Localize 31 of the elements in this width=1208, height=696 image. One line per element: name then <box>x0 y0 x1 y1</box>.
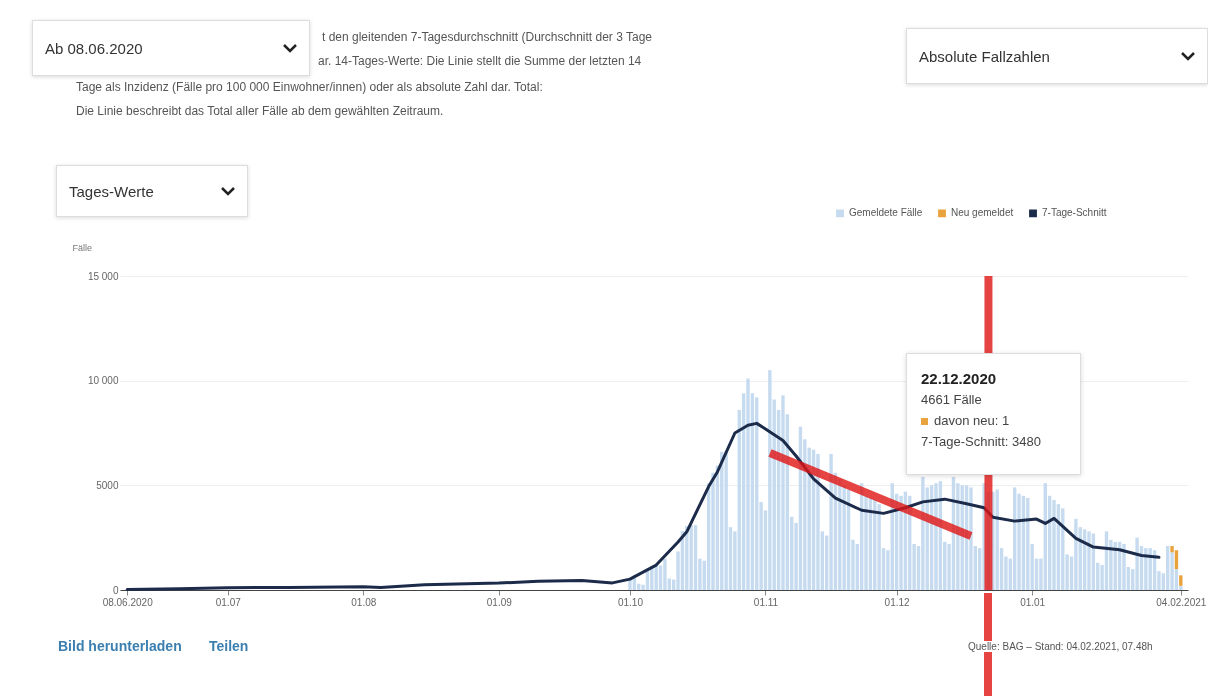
y-tick-label: 0 <box>112 584 119 596</box>
legend-label: 7-Tage-Schnitt <box>1042 207 1107 219</box>
text: Ab 08.06.2020 <box>45 39 143 57</box>
text: Die Linie beschreibt das Total aller Fälle ab dem gewählten Zeitraum. <box>76 104 444 118</box>
text: ar. 14-Tages-Werte: Die Linie stellt die Summe der letzten 14 <box>318 54 642 68</box>
x-tick-label: 01.12 <box>884 596 911 608</box>
text: t den gleitenden 7-Tagesdurchschnitt (Durchschnitt der 3 Tage <box>322 30 652 44</box>
text: Tage als Inzidenz (Fälle pro 100 000 Einwohner/innen) oder als absolute Zahl dar. Total: <box>76 80 543 94</box>
annotation: 7-Tage-Schnitt: 3480 <box>921 433 1042 451</box>
annotation: davon neu: 1 <box>934 413 1010 428</box>
x-tick-label: 01.11 <box>753 596 779 608</box>
x-tick-label: 01.07 <box>215 596 242 608</box>
text: Teilen <box>209 638 249 654</box>
y-tick-label: 5000 <box>96 479 119 491</box>
annotation: 4661 Fälle <box>921 391 983 409</box>
x-tick-label: 01.10 <box>617 596 644 608</box>
y-tick-label: 15 000 <box>87 270 119 282</box>
text: Tages-Werte <box>69 182 154 200</box>
legend-label: Neu gemeldet <box>951 207 1014 219</box>
x-tick-label: 01.08 <box>351 596 377 608</box>
text: Absolute Fallzahlen <box>919 47 1050 65</box>
x-tick-label: 08.06.2020 <box>102 596 154 608</box>
text: Bild herunterladen <box>58 638 182 654</box>
x-tick-label: 01.09 <box>486 596 513 608</box>
x-tick-label: 01.01 <box>1020 596 1046 608</box>
source-note: Quelle: BAG – Stand: 04.02.2021, 07.48h <box>968 641 1153 652</box>
x-tick-label: 04.02.2021 <box>1156 596 1207 608</box>
legend-label: Gemeldete Fälle <box>849 207 923 219</box>
annotation: 22.12.2020 <box>921 369 998 389</box>
y-tick-label: 10 000 <box>87 375 119 387</box>
y-axis-title: Fälle <box>72 242 93 253</box>
